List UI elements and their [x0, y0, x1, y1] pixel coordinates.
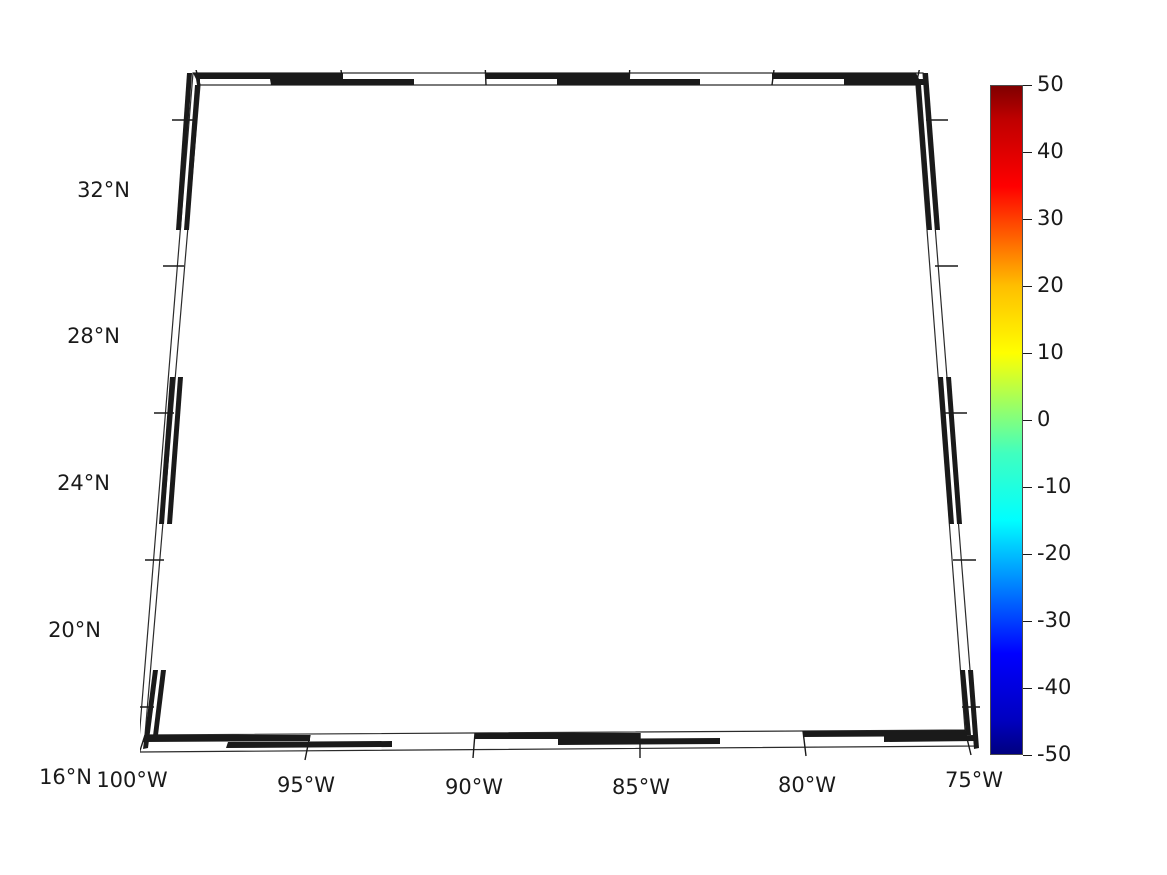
colorbar-label-50: 50 [1037, 72, 1064, 96]
lon-tick-label-95w: 95°W [277, 773, 335, 797]
lon-tick-label-90w: 90°W [445, 775, 503, 799]
lon-tick-label-100w: 100°W [96, 768, 168, 792]
colorbar-label-40: 40 [1037, 139, 1064, 163]
map-plot [140, 70, 980, 761]
colorbar: 50 40 30 20 10 0 -10 -20 -30 -40 -50 [990, 74, 1071, 765]
colorbar-label-0: 0 [1037, 407, 1051, 431]
colorbar-tick-m40 [1023, 688, 1032, 689]
colorbar-tick-0 [1023, 420, 1032, 421]
colorbar-label-30: 30 [1037, 206, 1064, 230]
colorbar-label-10: 10 [1037, 340, 1064, 364]
colorbar-tick-10 [1023, 353, 1032, 354]
map-frame [140, 70, 980, 761]
colorbar-tick-m10 [1023, 487, 1032, 488]
colorbar-tick-50 [1023, 85, 1032, 86]
lat-tick-label-28n: 28°N [67, 324, 120, 348]
colorbar-label-20: 20 [1037, 273, 1064, 297]
map-axes: 32°N 28°N 24°N 20°N 16°N 100°W 95°W 90°W… [39, 70, 1003, 798]
colorbar-tick-30 [1023, 219, 1032, 220]
colorbar-tick-m30 [1023, 621, 1032, 622]
lon-tick-label-75w: 75°W [945, 768, 1003, 792]
lat-tick-label-32n: 32°N [77, 178, 130, 202]
colorbar-label-m30: -30 [1037, 608, 1072, 632]
colorbar-label-m20: -20 [1037, 541, 1072, 565]
lat-tick-label-20n: 20°N [48, 618, 101, 642]
lat-tick-label-16n: 16°N [39, 765, 92, 789]
lon-tick-label-80w: 80°W [778, 773, 836, 797]
colorbar-tick-m50 [1023, 755, 1032, 756]
lat-tick-label-24n: 24°N [57, 471, 110, 495]
lon-tick-label-85w: 85°W [612, 775, 670, 799]
colorbar-label-m40: -40 [1037, 675, 1072, 699]
colorbar-label-m50: -50 [1037, 742, 1072, 766]
colorbar-tick-20 [1023, 286, 1032, 287]
colorbar-tick-m20 [1023, 554, 1032, 555]
colorbar-gradient [990, 85, 1023, 755]
colorbar-label-m10: -10 [1037, 474, 1072, 498]
colorbar-tick-40 [1023, 152, 1032, 153]
